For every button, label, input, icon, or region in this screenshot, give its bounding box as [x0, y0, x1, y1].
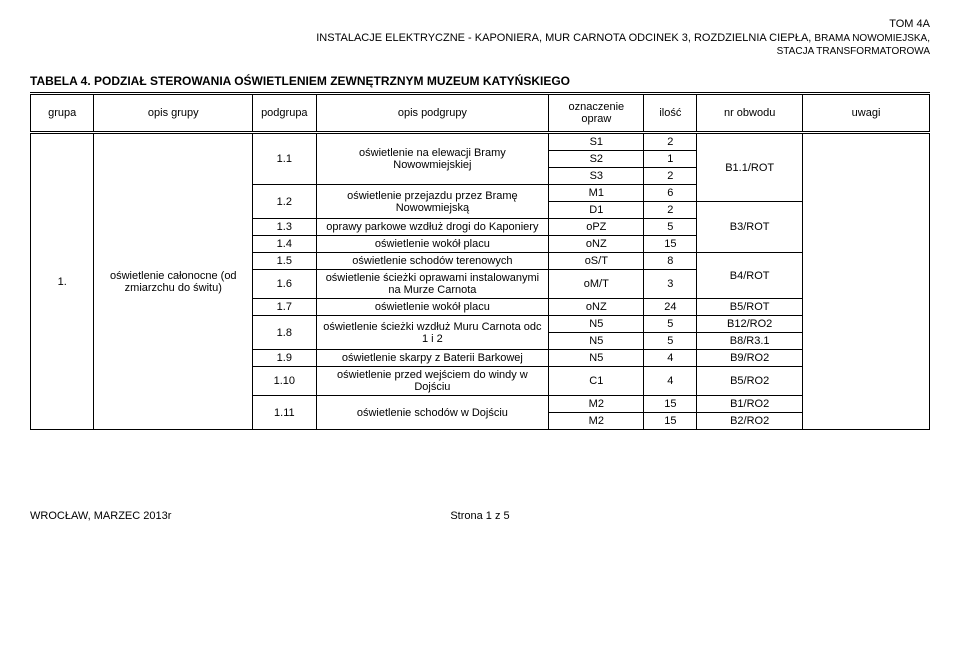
cell-opr: oS/T — [549, 253, 644, 270]
col-nr-obwodu: nr obwodu — [697, 94, 803, 133]
cell-il: 15 — [644, 396, 697, 413]
cell-opr: S1 — [549, 133, 644, 151]
cell-obw: B5/RO2 — [697, 367, 803, 396]
cell-obw: B12/RO2 — [697, 316, 803, 333]
cell-obw: B1.1/ROT — [697, 133, 803, 202]
cell-il: 5 — [644, 219, 697, 236]
cell-il: 5 — [644, 333, 697, 350]
cell-sub-label: oświetlenie przejazdu przez Bramę Nowowm… — [316, 185, 549, 219]
cell-obw: B5/ROT — [697, 299, 803, 316]
cell-opr: M1 — [549, 185, 644, 202]
cell-il: 1 — [644, 151, 697, 168]
cell-obw: B3/ROT — [697, 202, 803, 253]
cell-group-label: oświetlenie całonocne (od zmiarzchu do ś… — [94, 133, 253, 430]
cell-sub-label: oświetlenie schodów w Dojściu — [316, 396, 549, 430]
cell-sub-label: oprawy parkowe wzdłuż drogi do Kaponiery — [316, 219, 549, 236]
cell-il: 6 — [644, 185, 697, 202]
cell-group-num: 1. — [31, 133, 94, 430]
table-header-row: grupa opis grupy podgrupa opis podgrupy … — [31, 94, 930, 133]
cell-sub-label: oświetlenie ścieżki oprawami instalowany… — [316, 270, 549, 299]
cell-uwagi — [803, 133, 930, 430]
cell-il: 5 — [644, 316, 697, 333]
cell-il: 15 — [644, 413, 697, 430]
header-line-2: INSTALACJE ELEKTRYCZNE - KAPONIERA, MUR … — [30, 32, 930, 46]
col-oznaczenie: oznaczenie opraw — [549, 94, 644, 133]
cell-opr: D1 — [549, 202, 644, 219]
page-header: TOM 4A INSTALACJE ELEKTRYCZNE - KAPONIER… — [30, 18, 930, 58]
cell-il: 24 — [644, 299, 697, 316]
cell-opr: S2 — [549, 151, 644, 168]
cell-opr: oNZ — [549, 236, 644, 253]
page-footer: WROCŁAW, MARZEC 2013r Strona 1 z 5 — [30, 510, 930, 522]
cell-sub-num: 1.4 — [253, 236, 316, 253]
col-opis-grupy: opis grupy — [94, 94, 253, 133]
col-podgrupa: podgrupa — [253, 94, 316, 133]
cell-obw: B4/ROT — [697, 253, 803, 299]
cell-il: 15 — [644, 236, 697, 253]
cell-sub-label: oświetlenie skarpy z Baterii Barkowej — [316, 350, 549, 367]
cell-opr: N5 — [549, 333, 644, 350]
footer-left: WROCŁAW, MARZEC 2013r — [30, 510, 330, 522]
cell-obw: B1/RO2 — [697, 396, 803, 413]
cell-opr: M2 — [549, 413, 644, 430]
cell-sub-label: oświetlenie wokół placu — [316, 236, 549, 253]
cell-sub-label: oświetlenie na elewacji Bramy Nowowmiejs… — [316, 133, 549, 185]
cell-sub-num: 1.7 — [253, 299, 316, 316]
cell-sub-num: 1.11 — [253, 396, 316, 430]
cell-sub-num: 1.1 — [253, 133, 316, 185]
cell-sub-label: oświetlenie ścieżki wzdłuż Muru Carnota … — [316, 316, 549, 350]
cell-sub-num: 1.8 — [253, 316, 316, 350]
col-uwagi: uwagi — [803, 94, 930, 133]
cell-il: 2 — [644, 202, 697, 219]
cell-opr: N5 — [549, 350, 644, 367]
cell-opr: N5 — [549, 316, 644, 333]
cell-obw: B2/RO2 — [697, 413, 803, 430]
cell-opr: C1 — [549, 367, 644, 396]
col-ilosc: ilość — [644, 94, 697, 133]
cell-il: 3 — [644, 270, 697, 299]
main-table: grupa opis grupy podgrupa opis podgrupy … — [30, 92, 930, 430]
cell-opr: S3 — [549, 168, 644, 185]
cell-opr: oM/T — [549, 270, 644, 299]
cell-il: 2 — [644, 133, 697, 151]
cell-sub-num: 1.6 — [253, 270, 316, 299]
col-opis-podgrupy: opis podgrupy — [316, 94, 549, 133]
table-title: TABELA 4. PODZIAŁ STEROWANIA OŚWIETLENIE… — [30, 74, 930, 88]
header-line-3: STACJA TRANSFORMATOROWA — [30, 46, 930, 59]
cell-sub-label: oświetlenie wokół placu — [316, 299, 549, 316]
header-line-1: TOM 4A — [30, 18, 930, 32]
table-row: 1. oświetlenie całonocne (od zmiarzchu d… — [31, 133, 930, 151]
cell-opr: oPZ — [549, 219, 644, 236]
cell-opr: oNZ — [549, 299, 644, 316]
cell-il: 4 — [644, 367, 697, 396]
cell-sub-num: 1.2 — [253, 185, 316, 219]
cell-il: 8 — [644, 253, 697, 270]
col-grupa: grupa — [31, 94, 94, 133]
cell-sub-label: oświetlenie przed wejściem do windy w Do… — [316, 367, 549, 396]
cell-obw: B9/RO2 — [697, 350, 803, 367]
cell-sub-num: 1.9 — [253, 350, 316, 367]
cell-sub-num: 1.10 — [253, 367, 316, 396]
footer-right — [630, 510, 930, 522]
footer-center: Strona 1 z 5 — [330, 510, 630, 522]
cell-obw: B8/R3.1 — [697, 333, 803, 350]
cell-il: 2 — [644, 168, 697, 185]
cell-il: 4 — [644, 350, 697, 367]
cell-sub-num: 1.3 — [253, 219, 316, 236]
cell-opr: M2 — [549, 396, 644, 413]
cell-sub-num: 1.5 — [253, 253, 316, 270]
cell-sub-label: oświetlenie schodów terenowych — [316, 253, 549, 270]
